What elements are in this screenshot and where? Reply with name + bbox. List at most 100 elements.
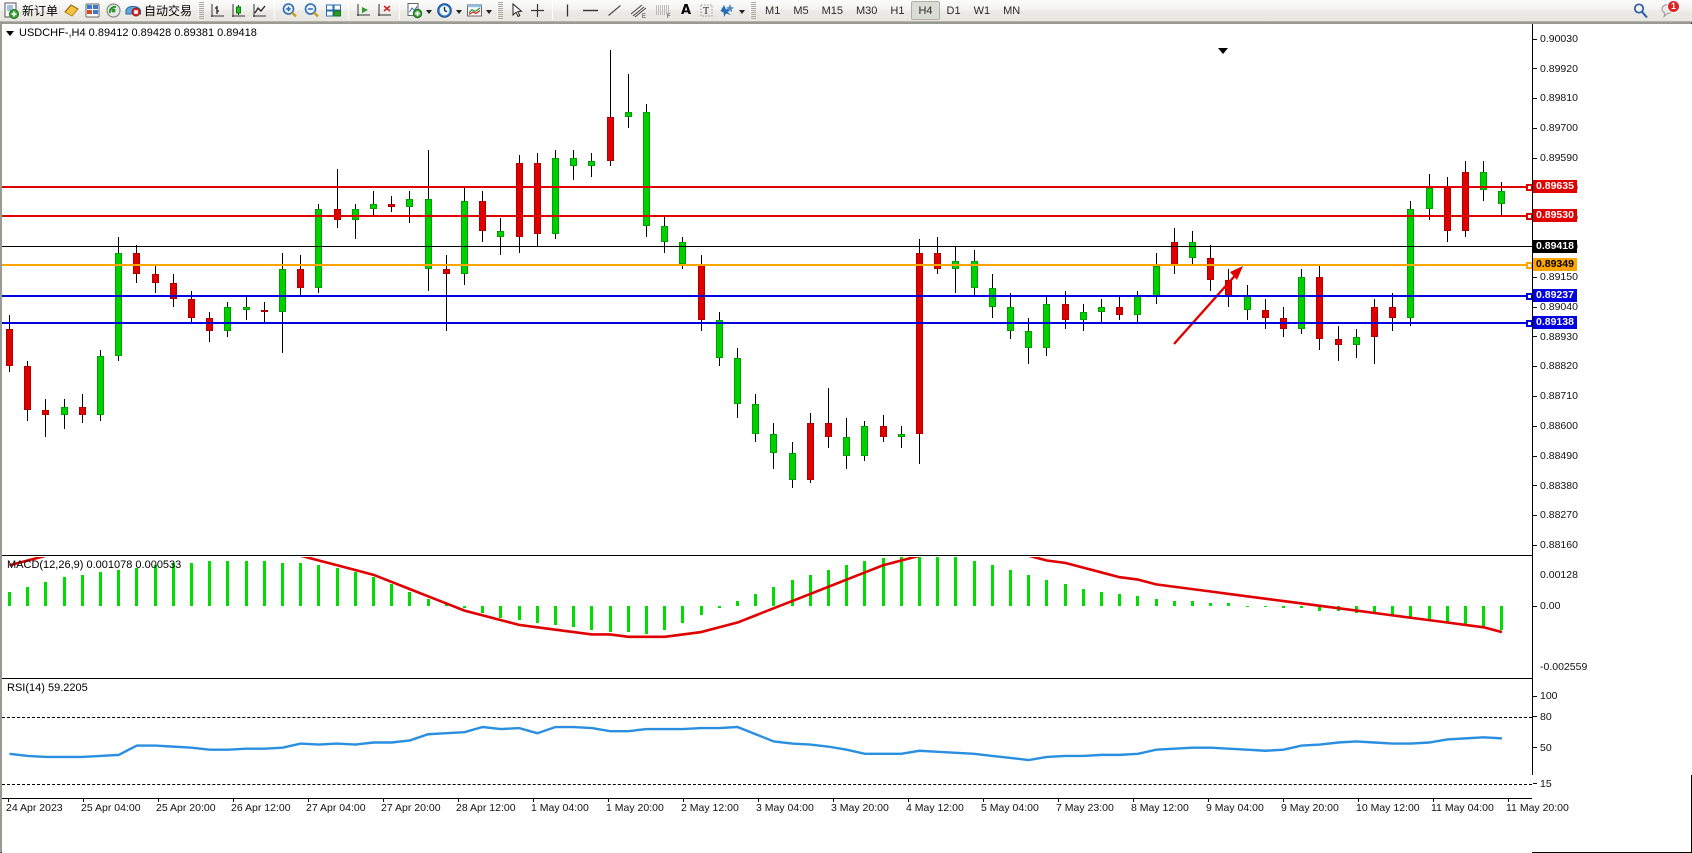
time-tick-mark — [1358, 799, 1359, 802]
chevron-down-icon-2[interactable] — [456, 10, 463, 14]
price-level-line-0.89138[interactable] — [2, 320, 1532, 327]
vertical-line-button[interactable] — [557, 1, 578, 21]
rsi-pane[interactable]: RSI(14) 59.2205 — [2, 680, 1532, 797]
price-level-tag-0.89635[interactable]: 0.89635 — [1533, 180, 1577, 193]
price-axis[interactable]: 0.90030 0.89920 0.89810 0.89700 0.89590 0.894… — [1532, 24, 1692, 790]
candle — [442, 24, 451, 555]
price-level-tag-0.89530[interactable]: 0.89530 — [1533, 209, 1577, 222]
timeframe-h1-button[interactable]: H1 — [890, 4, 905, 17]
candle — [661, 24, 669, 555]
cursor-button[interactable] — [506, 1, 527, 21]
time-tick-mark — [383, 799, 384, 802]
candle-body — [206, 317, 214, 332]
candle-body — [1389, 306, 1397, 318]
candle-wick — [955, 247, 957, 294]
candle-body — [715, 320, 723, 359]
macd-histogram-bar — [918, 557, 921, 606]
price-level-line-0.89635[interactable] — [2, 184, 1532, 191]
chevron-down-icon[interactable] — [426, 10, 433, 14]
templates-button[interactable] — [464, 1, 494, 21]
indicators-button[interactable] — [404, 1, 434, 21]
macd-histogram-bar — [1391, 605, 1395, 616]
timeframe-m5-button[interactable]: M5 — [793, 4, 809, 17]
new-order-label: 新订单 — [22, 4, 59, 18]
bar-chart-icon — [211, 4, 225, 17]
price-level-line-0.89349[interactable] — [2, 262, 1532, 269]
periods-button[interactable] — [434, 1, 464, 21]
candle — [843, 24, 851, 555]
text-button[interactable]: A — [676, 1, 696, 21]
metaeditor-button[interactable] — [61, 1, 82, 21]
price-level-tag-0.89349[interactable]: 0.89349 — [1533, 258, 1577, 271]
macd-pane[interactable]: MACD(12,26,9) 0.001078 0.000533 — [2, 557, 1532, 679]
candle-body — [879, 426, 887, 437]
price-level-line-0.89530[interactable] — [2, 213, 1532, 220]
chart-shift-button[interactable] — [374, 1, 395, 21]
time-tick-mark — [308, 799, 309, 802]
macd-histogram-bar — [736, 601, 739, 606]
timeframe-d1-button[interactable]: D1 — [946, 4, 961, 17]
crosshair-button[interactable] — [527, 1, 548, 21]
timeframe-m30-button[interactable]: M30 — [856, 4, 878, 17]
zoom-out-button[interactable] — [301, 1, 323, 21]
price-level-line-0.89237[interactable] — [2, 293, 1532, 300]
macd-histogram-bar — [1373, 605, 1376, 613]
candle — [1061, 24, 1070, 555]
new-order-button[interactable]: 新订单 — [2, 1, 61, 21]
tile-windows-button[interactable] — [323, 1, 344, 21]
autotrading-button[interactable]: 自动交易 — [124, 1, 195, 21]
time-axis[interactable]: 24 Apr 2023 25 Apr 04:00 25 Apr 20:00 26 Ap… — [2, 798, 1569, 853]
price-pane[interactable]: USDCHF-,H4 0.89412 0.89428 0.89381 0.894… — [2, 24, 1532, 556]
candle — [133, 24, 141, 555]
equidistant-channel-button[interactable]: E — [626, 1, 651, 21]
timeframe-m1-button[interactable]: M1 — [765, 4, 781, 17]
toolbar-separator-2 — [497, 1, 504, 20]
chart-area[interactable]: USDCHF-,H4 0.89412 0.89428 0.89381 0.894… — [0, 22, 1692, 853]
rsi-tick: 15 — [1533, 778, 1552, 790]
macd-histogram-bar — [1172, 601, 1176, 606]
candle — [6, 24, 14, 555]
candlestick-chart-button[interactable] — [228, 1, 249, 21]
chart-collapse-caret-icon[interactable] — [1218, 48, 1228, 54]
timeframe-w1-button[interactable]: W1 — [973, 4, 991, 17]
candle — [1189, 24, 1197, 555]
macd-histogram-bar — [1482, 605, 1486, 628]
fibonacci-button[interactable]: F — [651, 1, 676, 21]
chevron-down-icon-3[interactable] — [486, 10, 493, 14]
macd-histogram-bar — [881, 558, 885, 606]
line-chart-button[interactable] — [249, 1, 270, 21]
symbol-ohlc-text: USDCHF-,H4 0.89412 0.89428 0.89381 0.894… — [19, 27, 257, 39]
candle-body — [151, 274, 159, 283]
bar-chart-button[interactable] — [207, 1, 228, 21]
price-tick: 0.89700 — [1533, 122, 1578, 134]
timeframe-mn-button[interactable]: MN — [1003, 4, 1021, 17]
trendline-button[interactable] — [603, 1, 626, 21]
macd-histogram-bar — [1027, 574, 1031, 606]
text-label-button[interactable]: T — [696, 1, 717, 21]
price-level-tag-0.89138[interactable]: 0.89138 — [1533, 316, 1577, 329]
signals-button[interactable] — [103, 1, 124, 21]
candle — [752, 24, 760, 555]
arrows-button[interactable] — [717, 1, 747, 21]
macd-signal-line — [9, 557, 1503, 639]
time-tick-mark — [1508, 799, 1509, 802]
timeframe-m15-button[interactable]: M15 — [821, 4, 843, 17]
price-level-tag-0.89237[interactable]: 0.89237 — [1533, 289, 1577, 302]
zoom-in-button[interactable] — [279, 1, 301, 21]
price-level-line-0.89418[interactable] — [2, 246, 1532, 247]
trend-arrow[interactable] — [1173, 266, 1243, 345]
rsi-tick: 100 — [1533, 690, 1558, 702]
notifications-button[interactable]: 1 — [1658, 0, 1682, 21]
candle-body — [115, 252, 123, 356]
candle-body — [351, 209, 359, 221]
auto-scroll-button[interactable] — [353, 1, 374, 21]
timeframe-h4-button[interactable]: H4 — [911, 1, 940, 20]
candle — [1443, 24, 1452, 555]
chart-shift-icon — [378, 4, 392, 16]
terminal-button[interactable] — [82, 1, 103, 21]
price-level-tag-0.89418[interactable]: 0.89418 — [1533, 240, 1577, 253]
symbol-caret-icon[interactable] — [6, 30, 14, 36]
horizontal-line-button[interactable] — [578, 1, 603, 21]
search-button[interactable] — [1630, 1, 1652, 21]
chevron-down-icon-4[interactable] — [739, 10, 746, 14]
